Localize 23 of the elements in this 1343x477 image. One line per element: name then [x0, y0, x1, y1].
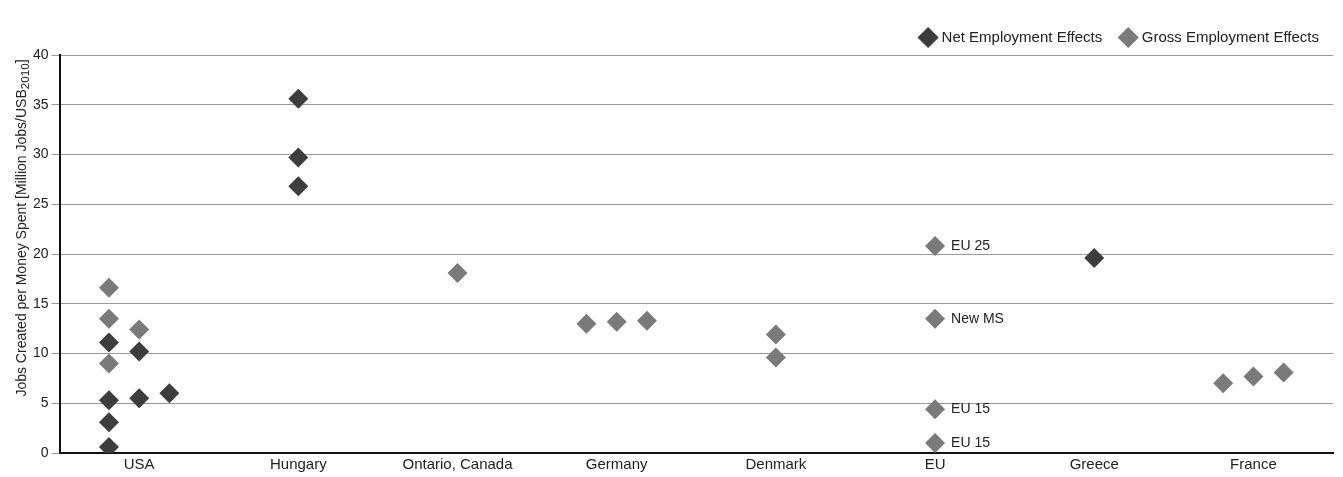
- legend-label: Gross Employment Effects: [1141, 27, 1320, 45]
- x-tick-label: Germany: [585, 455, 649, 473]
- annotation: EU 15: [951, 433, 991, 450]
- x-tick-label: Greece: [1069, 455, 1119, 473]
- x-tick-label: USA: [123, 455, 155, 473]
- y-tick-label: 35: [32, 95, 49, 112]
- y-tick-label: 0: [40, 443, 49, 460]
- y-tick-label: 20: [32, 244, 49, 261]
- legend-label: Net Employment Effects: [941, 27, 1103, 45]
- x-tick-label: EU: [924, 455, 946, 473]
- y-tick-label: 10: [32, 344, 49, 361]
- annotation: EU 15: [951, 400, 991, 417]
- x-tick-label: Hungary: [269, 455, 328, 473]
- annotation: New MS: [951, 309, 1004, 326]
- x-tick-label: France: [1230, 455, 1277, 473]
- x-tick-label: Denmark: [745, 455, 807, 473]
- y-tick-label: 25: [32, 195, 49, 212]
- y-tick-label: 5: [40, 394, 49, 411]
- y-tick-label: 30: [32, 145, 49, 162]
- y-tick-label: 40: [32, 45, 49, 62]
- y-tick-label: 15: [32, 294, 49, 311]
- x-tick-label: Ontario, Canada: [402, 455, 514, 473]
- annotation: EU 25: [951, 236, 991, 253]
